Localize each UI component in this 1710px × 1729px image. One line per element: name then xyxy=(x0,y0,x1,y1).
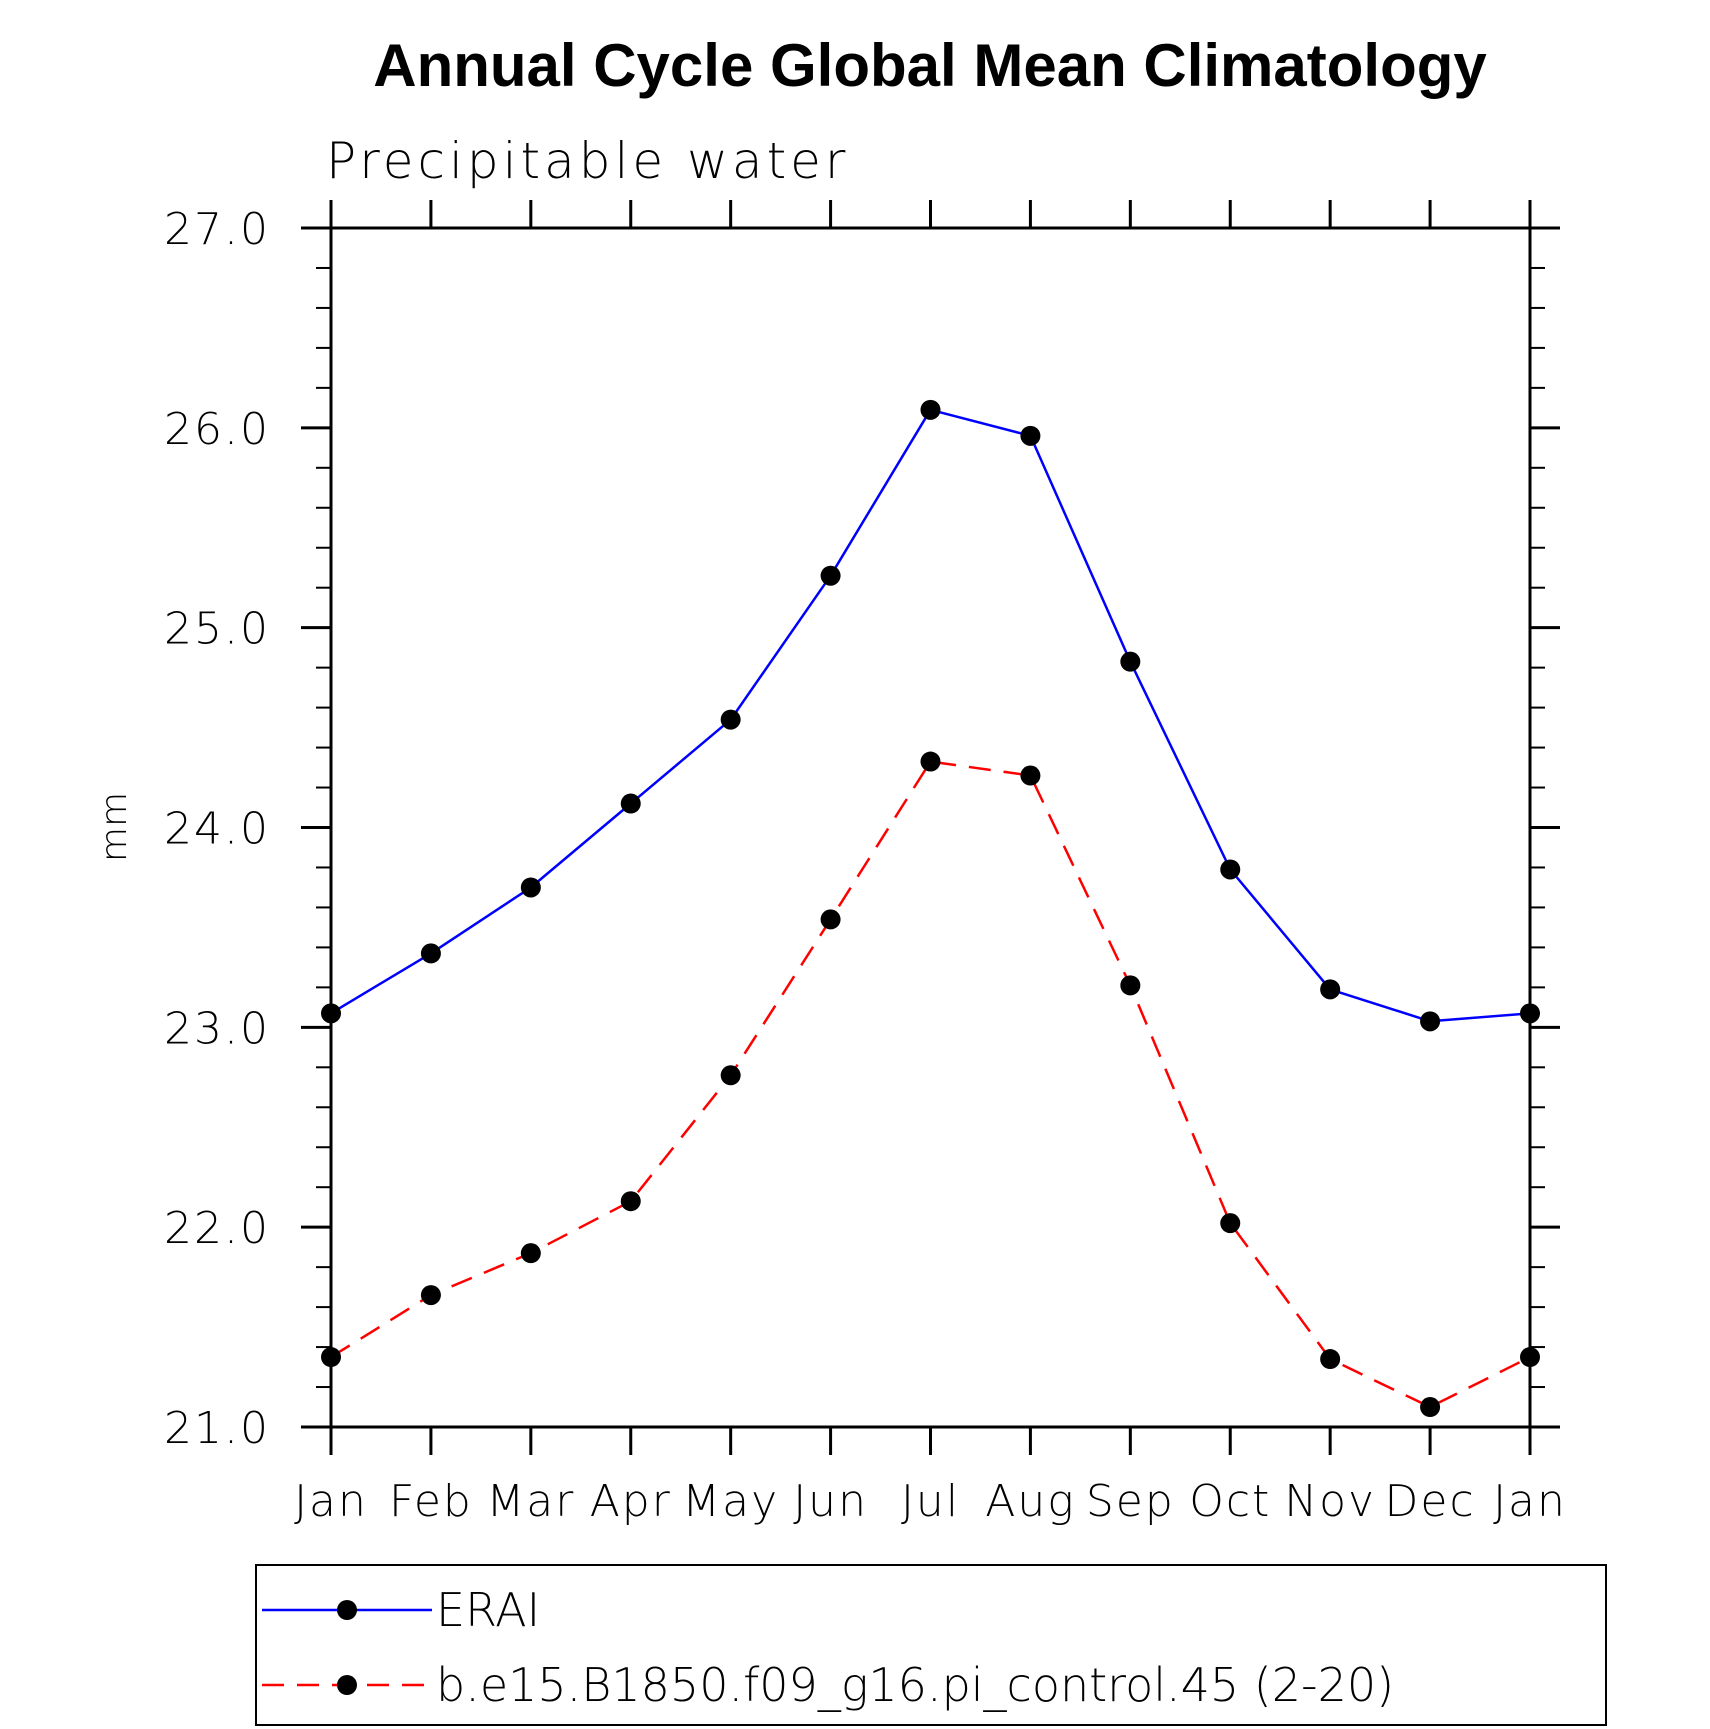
x-tick-label: Jul xyxy=(901,1476,960,1527)
legend-marker-1 xyxy=(337,1675,357,1695)
data-point xyxy=(720,709,741,730)
legend-label-0: ERAI xyxy=(436,1583,540,1637)
chart-title: Annual Cycle Global Mean Climatology xyxy=(373,32,1487,99)
y-tick-label: 23.0 xyxy=(164,1003,270,1054)
data-point xyxy=(1320,1349,1341,1370)
data-point xyxy=(1420,1011,1441,1032)
y-tick-label: 25.0 xyxy=(164,604,270,655)
y-tick-label: 21.0 xyxy=(164,1403,270,1454)
y-tick-label: 22.0 xyxy=(164,1203,270,1254)
data-point xyxy=(720,1065,741,1086)
data-point xyxy=(1420,1397,1441,1418)
data-point xyxy=(620,793,641,814)
x-tick-label: Feb xyxy=(389,1476,473,1527)
chart-subtitle: Precipitable water xyxy=(326,132,850,190)
data-point xyxy=(820,909,841,930)
data-point xyxy=(520,877,541,898)
data-point xyxy=(1220,1213,1241,1234)
y-tick-label: 24.0 xyxy=(164,804,270,855)
data-point xyxy=(520,1243,541,1264)
x-tick-label: Jan xyxy=(1493,1476,1567,1527)
axis-ticks xyxy=(301,200,1560,1455)
legend-label-1: b.e15.B1850.f09_g16.pi_control.45 (2-20) xyxy=(436,1658,1394,1712)
data-point xyxy=(1320,979,1341,1000)
data-point xyxy=(1020,425,1041,446)
data-point xyxy=(420,943,441,964)
data-point xyxy=(920,399,941,420)
data-point xyxy=(1120,975,1141,996)
x-tick-label: Apr xyxy=(590,1476,672,1527)
x-tick-label: Dec xyxy=(1385,1476,1476,1527)
data-point xyxy=(1220,859,1241,880)
y-axis-label: mm xyxy=(94,792,135,862)
legend: ERAI b.e15.B1850.f09_g16.pi_control.45 (2… xyxy=(255,1564,1607,1726)
x-tick-label: Jun xyxy=(793,1476,868,1527)
data-point xyxy=(1020,765,1041,786)
y-tick-label: 26.0 xyxy=(164,404,270,455)
legend-box xyxy=(255,1564,1607,1726)
x-tick-label: Aug xyxy=(985,1476,1075,1527)
x-tick-label: Jan xyxy=(294,1476,368,1527)
legend-marker-0 xyxy=(337,1600,357,1620)
x-tick-label: Sep xyxy=(1086,1476,1175,1527)
series-line-0 xyxy=(330,408,1531,1023)
data-point xyxy=(920,751,941,772)
plot-frame xyxy=(329,226,1532,1429)
x-tick-label: Nov xyxy=(1284,1476,1376,1527)
data-point xyxy=(620,1191,641,1212)
data-point xyxy=(420,1285,441,1306)
series-line-1 xyxy=(330,760,1531,1409)
x-tick-label: May xyxy=(682,1476,779,1527)
data-point xyxy=(820,565,841,586)
tick-labels: Jan Feb Mar Apr May Jun Jul Aug Sep Oct Nov Dec Jan 2… xyxy=(164,204,1567,1527)
legend-entries: ERAI b.e15.B1850.f09_g16.pi_control.45 (2… xyxy=(262,1583,1394,1712)
series-layer xyxy=(321,399,1540,1418)
x-tick-label: Oct xyxy=(1189,1476,1271,1527)
data-point xyxy=(1120,651,1141,672)
y-tick-label: 27.0 xyxy=(164,204,270,255)
x-tick-label: Mar xyxy=(486,1476,575,1527)
